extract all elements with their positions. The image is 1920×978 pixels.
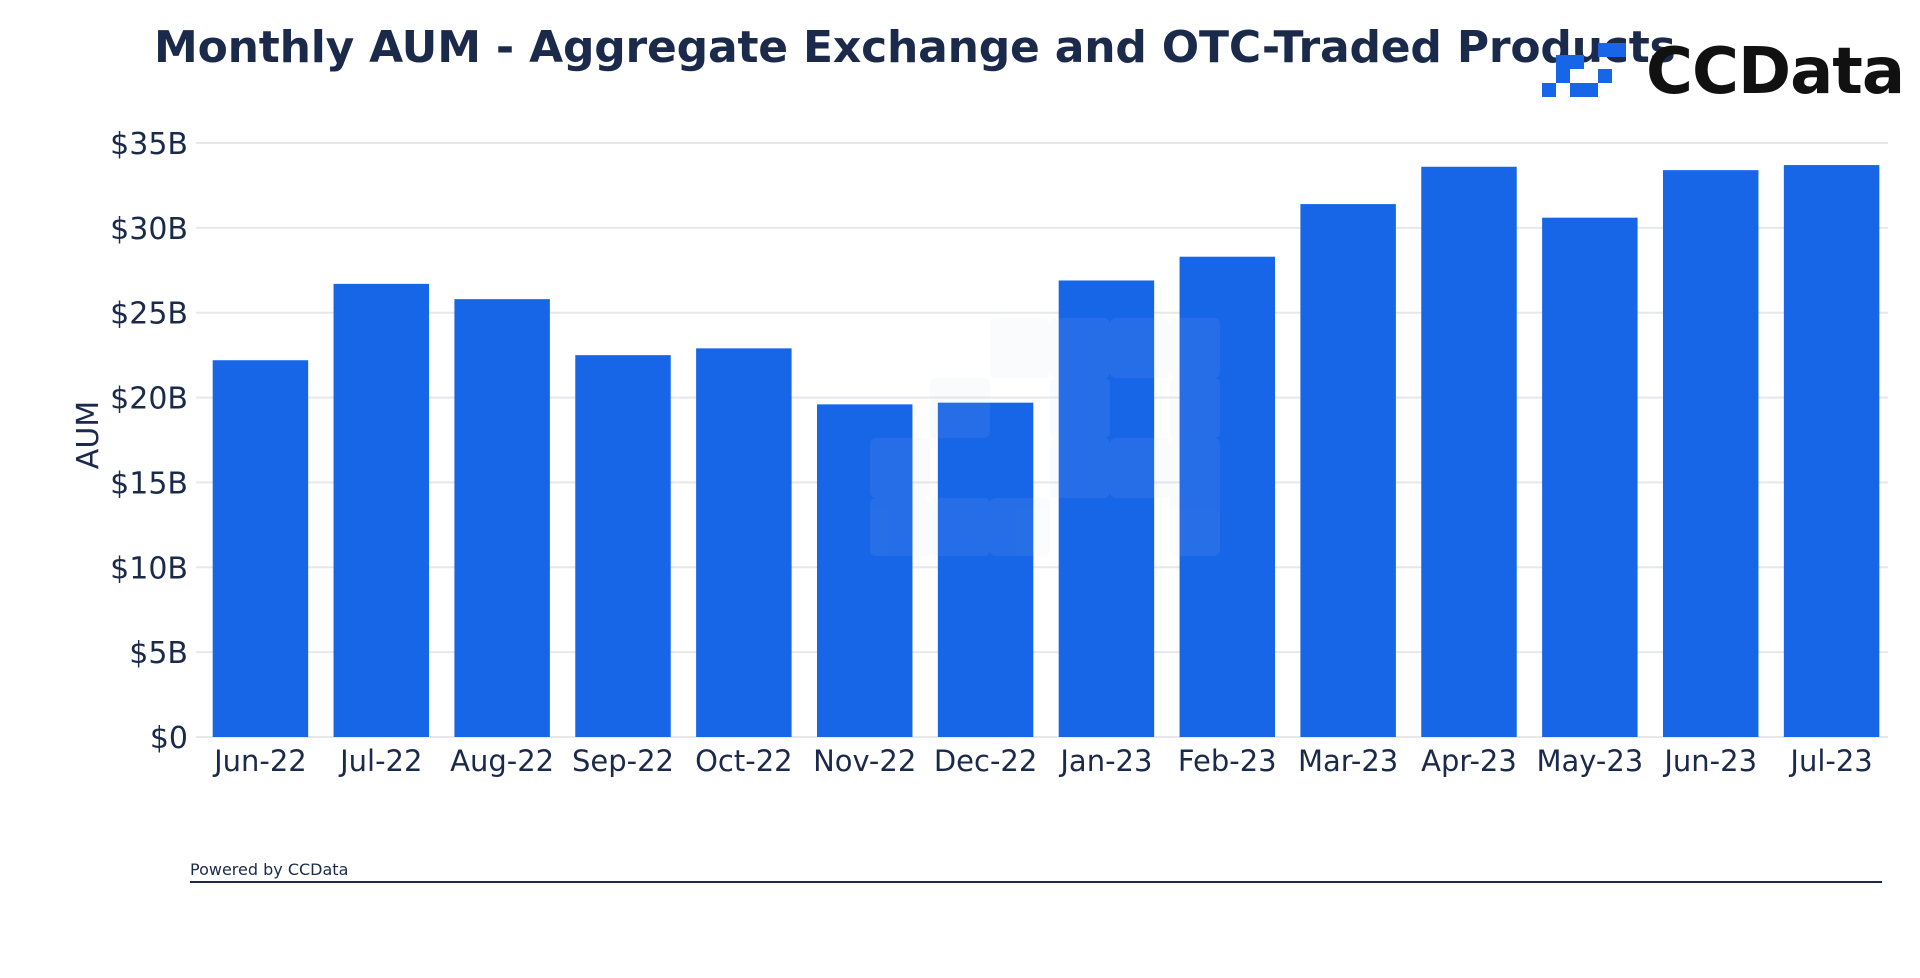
bar <box>1662 170 1759 737</box>
y-tick-label: $15B <box>110 466 188 501</box>
x-tick-label: May-23 <box>1536 744 1643 778</box>
watermark-square <box>1170 438 1220 556</box>
bar <box>212 360 309 737</box>
watermark-square <box>870 498 930 556</box>
watermark-square <box>990 498 1050 556</box>
watermark-square <box>1110 438 1170 498</box>
logo-text: CCData <box>1646 35 1905 109</box>
bar <box>1421 166 1517 737</box>
x-tick-label: Jul-23 <box>1788 744 1872 778</box>
bar <box>1783 165 1880 737</box>
watermark-square <box>1050 378 1110 438</box>
bar <box>454 299 550 737</box>
x-tick-label: Jul-22 <box>338 744 422 778</box>
bar <box>696 348 792 737</box>
bar <box>575 355 671 737</box>
x-tick-label: Mar-23 <box>1298 744 1398 778</box>
y-tick-label: $35B <box>110 127 188 162</box>
y-tick-label: $0 <box>150 721 188 756</box>
bar <box>816 404 913 737</box>
watermark-square <box>990 318 1050 378</box>
bar <box>333 283 430 737</box>
y-tick-label: $20B <box>110 382 188 417</box>
bar <box>1300 204 1396 737</box>
x-tick-label: Sep-22 <box>572 744 674 778</box>
chart-title: Monthly AUM - Aggregate Exchange and OTC… <box>154 22 1676 73</box>
bar <box>1542 217 1638 737</box>
y-tick-label: $30B <box>110 212 188 247</box>
watermark-square <box>1110 318 1170 378</box>
x-tick-label: Aug-22 <box>450 744 554 778</box>
watermark-square <box>1050 438 1110 498</box>
bar <box>1179 256 1276 737</box>
x-tick-label: Jun-23 <box>1662 744 1757 778</box>
x-tick-label: Dec-22 <box>934 744 1037 778</box>
x-tick-label: Nov-22 <box>813 744 916 778</box>
watermark-square <box>870 438 930 498</box>
watermark-square <box>930 378 990 438</box>
bar <box>937 402 1034 737</box>
y-tick-label: $25B <box>110 297 188 332</box>
watermark-square <box>1170 318 1220 378</box>
x-tick-label: Jan-23 <box>1058 744 1152 778</box>
watermark-square <box>1170 378 1220 438</box>
y-axis-label: AUM <box>71 401 106 469</box>
y-tick-label: $5B <box>129 636 188 671</box>
x-axis-ticks: Jun-22 Jul-22 Aug-22 Sep-22 Oct-22 Nov-22 Dec-… <box>212 744 1873 778</box>
bar <box>1058 280 1155 737</box>
x-tick-label: Oct-22 <box>695 744 793 778</box>
x-tick-label: Feb-23 <box>1178 744 1277 778</box>
x-tick-label: Jun-22 <box>212 744 307 778</box>
watermark-square <box>1050 318 1110 378</box>
watermark-icon <box>870 318 1220 556</box>
y-tick-label: $10B <box>110 551 188 586</box>
y-axis-ticks: $0 $5B $10B $15B $20B $25B $30B $35B <box>110 127 188 756</box>
footer-divider <box>190 881 1882 883</box>
ccdata-logo: CCData <box>1542 35 1905 109</box>
bars <box>212 165 1880 737</box>
x-tick-label: Apr-23 <box>1421 744 1517 778</box>
watermark-square <box>930 498 990 556</box>
powered-by-text: Powered by CCData <box>190 860 349 879</box>
ccdata-logo-icon <box>1542 43 1626 97</box>
